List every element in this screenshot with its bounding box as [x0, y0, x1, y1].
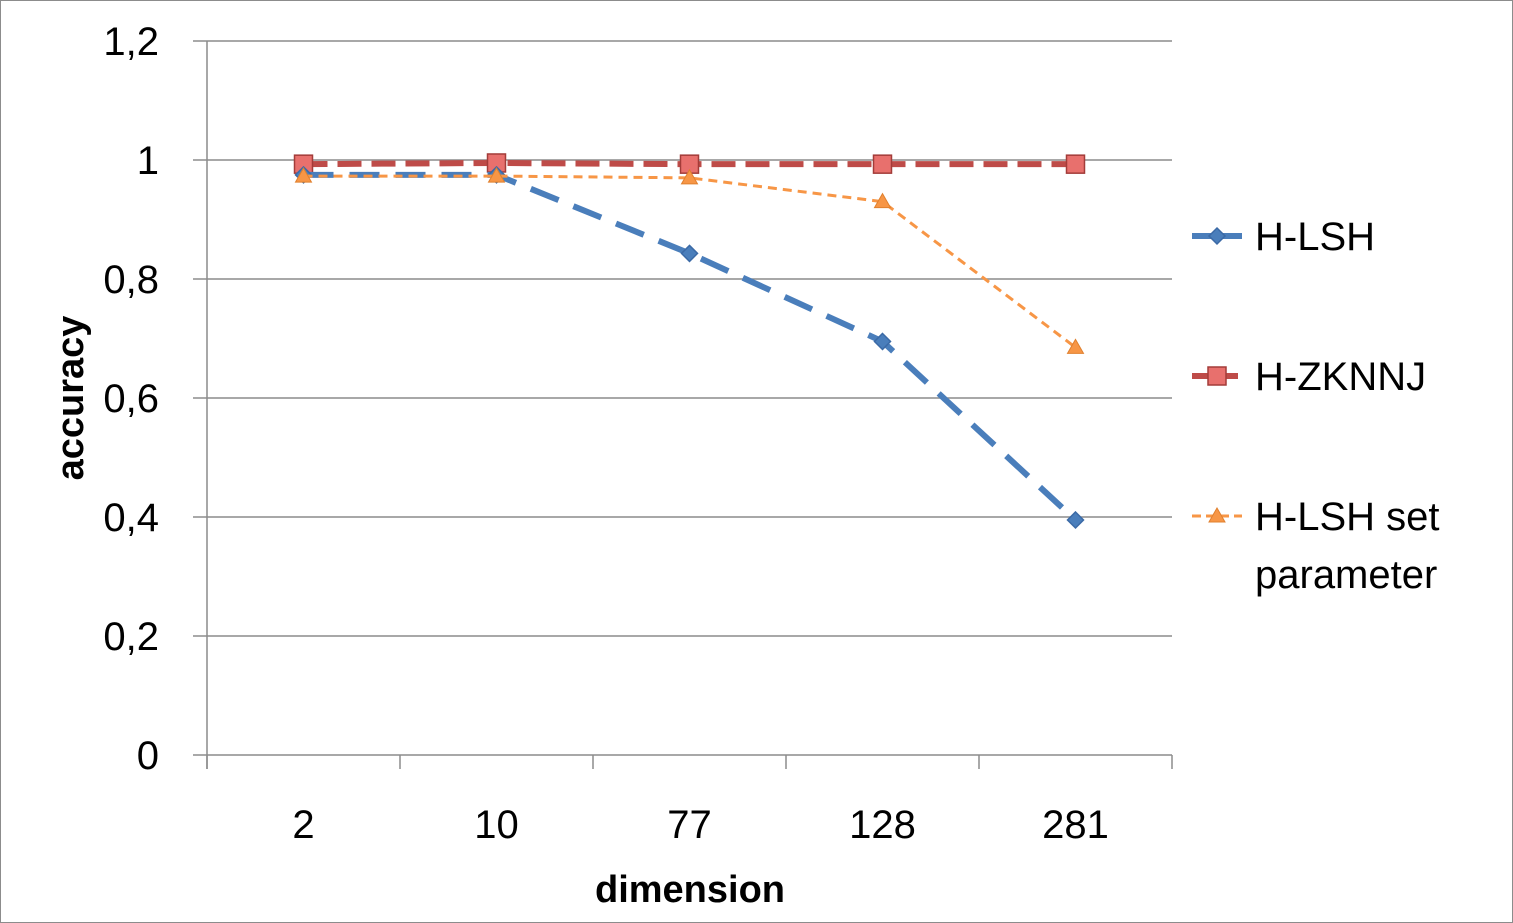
triangle-marker — [294, 167, 313, 183]
legend-item: H-ZKNNJ — [1192, 355, 1426, 399]
legend-label: H-LSH — [1255, 215, 1375, 259]
series-diamond — [294, 165, 1085, 530]
diamond-marker — [873, 332, 892, 351]
y-tick-label: 0,8 — [103, 258, 159, 302]
diamond-marker — [680, 244, 699, 263]
legend-label: H-LSH set — [1255, 495, 1440, 539]
y-axis-title: accuracy — [50, 316, 92, 481]
square-marker — [1207, 366, 1227, 386]
triangle-marker — [487, 167, 506, 183]
series-square — [293, 153, 1086, 174]
y-tick-label: 1,2 — [103, 20, 159, 64]
y-tick-label: 0,4 — [103, 496, 159, 540]
diamond-marker — [1207, 226, 1227, 246]
triangle-marker — [1066, 338, 1085, 354]
x-tick-label: 2 — [292, 803, 314, 847]
x-tick-label: 281 — [1042, 803, 1109, 847]
x-tick-label: 128 — [849, 803, 916, 847]
legend: H-LSH H-ZKNNJ H-LSH set parameter — [1192, 215, 1440, 597]
series-triangle — [294, 167, 1085, 354]
legend-item: H-LSH — [1192, 215, 1375, 259]
y-axis-ticks: 0 0,2 0,4 0,6 0,8 1 1,2 — [103, 20, 207, 778]
square-marker — [872, 154, 893, 174]
y-tick-label: 0,6 — [103, 377, 159, 421]
triangle-marker — [873, 192, 892, 209]
triangle-marker — [680, 168, 699, 185]
x-axis-title: dimension — [595, 869, 785, 911]
axes — [206, 41, 1172, 769]
y-tick-label: 1 — [137, 139, 159, 183]
series-line — [303, 171, 1078, 523]
legend-label: H-ZKNNJ — [1255, 355, 1426, 399]
gridlines — [207, 40, 1172, 637]
y-tick-label: 0,2 — [103, 615, 159, 659]
square-marker — [1065, 154, 1086, 174]
series-line — [303, 174, 1077, 349]
legend-item: H-LSH set parameter — [1192, 495, 1440, 597]
y-tick-label: 0 — [137, 734, 159, 778]
diamond-marker — [1066, 510, 1085, 530]
x-axis-ticks: 2 10 77 128 281 — [206, 755, 1173, 847]
triangle-marker — [1208, 506, 1226, 523]
legend-label: parameter — [1255, 553, 1437, 597]
series-layer — [293, 153, 1086, 530]
x-tick-label: 77 — [667, 803, 712, 847]
x-tick-label: 10 — [474, 803, 519, 847]
